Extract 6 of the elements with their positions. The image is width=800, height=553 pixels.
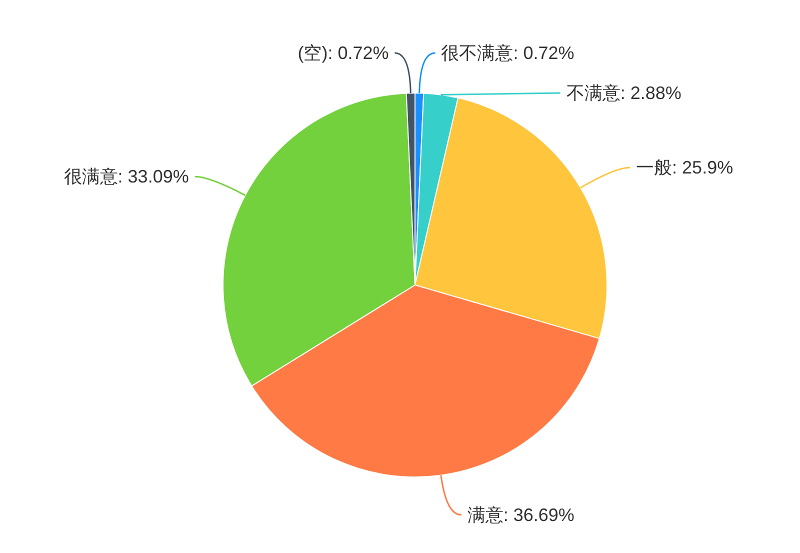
slice-label: (空): 0.72%	[298, 43, 389, 64]
slice-label: 不满意: 2.88%	[566, 83, 682, 104]
slice-label: 满意: 36.69%	[467, 504, 574, 525]
slice-label: 一般: 25.9%	[636, 158, 734, 178]
slice-label: 很满意: 33.09%	[64, 166, 189, 187]
slice-label: 很不满意: 0.72%	[441, 43, 574, 64]
